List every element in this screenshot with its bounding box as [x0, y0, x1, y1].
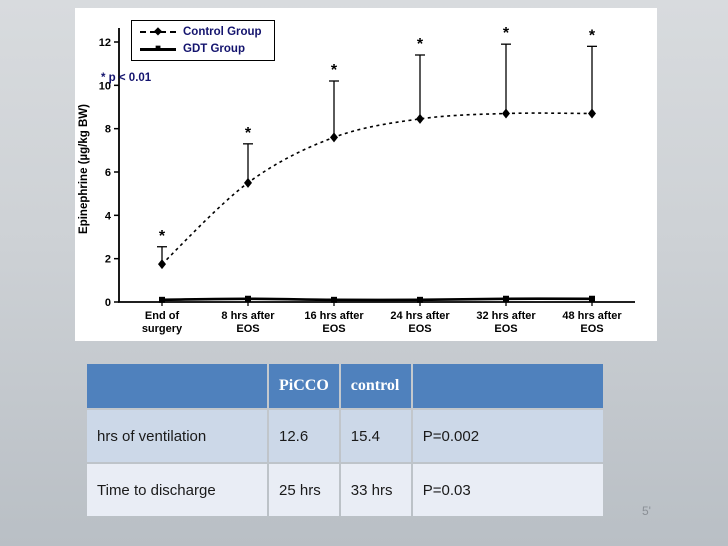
dashed-line-diamond-marker-icon: ◆: [140, 26, 176, 38]
table-row: hrs of ventilation 12.6 15.4 P=0.002: [87, 410, 603, 462]
ventilation-picco-value: 12.6: [269, 410, 339, 462]
row-label-discharge: Time to discharge: [87, 464, 267, 516]
legend-label-gdt-group: GDT Group: [183, 43, 245, 55]
header-cell-empty-left: [87, 364, 267, 408]
row-label-ventilation: hrs of ventilation: [87, 410, 267, 462]
svg-text:4: 4: [105, 210, 112, 222]
legend-label-control-group: Control Group: [183, 26, 262, 38]
header-cell-empty-right: [412, 364, 603, 408]
header-cell-control: control: [340, 364, 411, 408]
discharge-p-value: P=0.03: [412, 464, 603, 516]
outcomes-table: PiCCO control hrs of ventilation 12.6 15…: [85, 362, 605, 518]
table-header-row: PiCCO control: [87, 364, 603, 408]
discharge-control-value: 33 hrs: [340, 464, 411, 516]
epinephrine-line-chart: 0 2 4 6 8 10 12 End of surgery 8 hrs after EOS 16 h…: [99, 25, 635, 335]
ventilation-control-value: 15.4: [340, 410, 411, 462]
significance-note: * p < 0.01: [101, 72, 152, 84]
svg-text:0: 0: [105, 297, 111, 309]
svg-text:10: 10: [99, 80, 111, 92]
chart-legend: ◆ Control Group ■ GDT Group: [131, 20, 275, 61]
svg-text:*: *: [245, 125, 252, 142]
svg-text:*: *: [159, 228, 166, 245]
solid-line-square-marker-icon: ■: [140, 43, 176, 55]
legend-item-control-group: ◆ Control Group: [140, 26, 262, 38]
header-cell-picco: PiCCO: [269, 364, 339, 408]
table-row: Time to discharge 25 hrs 33 hrs P=0.03: [87, 464, 603, 516]
svg-text:*: *: [331, 62, 338, 79]
svg-text:*: *: [417, 36, 424, 53]
svg-text:2: 2: [105, 254, 111, 266]
svg-text:6: 6: [105, 167, 111, 179]
legend-item-gdt-group: ■ GDT Group: [140, 43, 262, 55]
svg-text:*: *: [589, 27, 596, 44]
discharge-picco-value: 25 hrs: [269, 464, 339, 516]
y-axis-title: Epinephrine (µg/kg BW): [78, 104, 90, 234]
ventilation-p-value: P=0.002: [412, 410, 603, 462]
chart-panel: 0 2 4 6 8 10 12 End of surgery 8 hrs after EOS 16 h…: [75, 8, 657, 341]
svg-text:8: 8: [105, 124, 111, 136]
slide-number: 5': [642, 504, 651, 518]
svg-text:12: 12: [99, 37, 111, 49]
svg-text:*: *: [503, 25, 510, 42]
